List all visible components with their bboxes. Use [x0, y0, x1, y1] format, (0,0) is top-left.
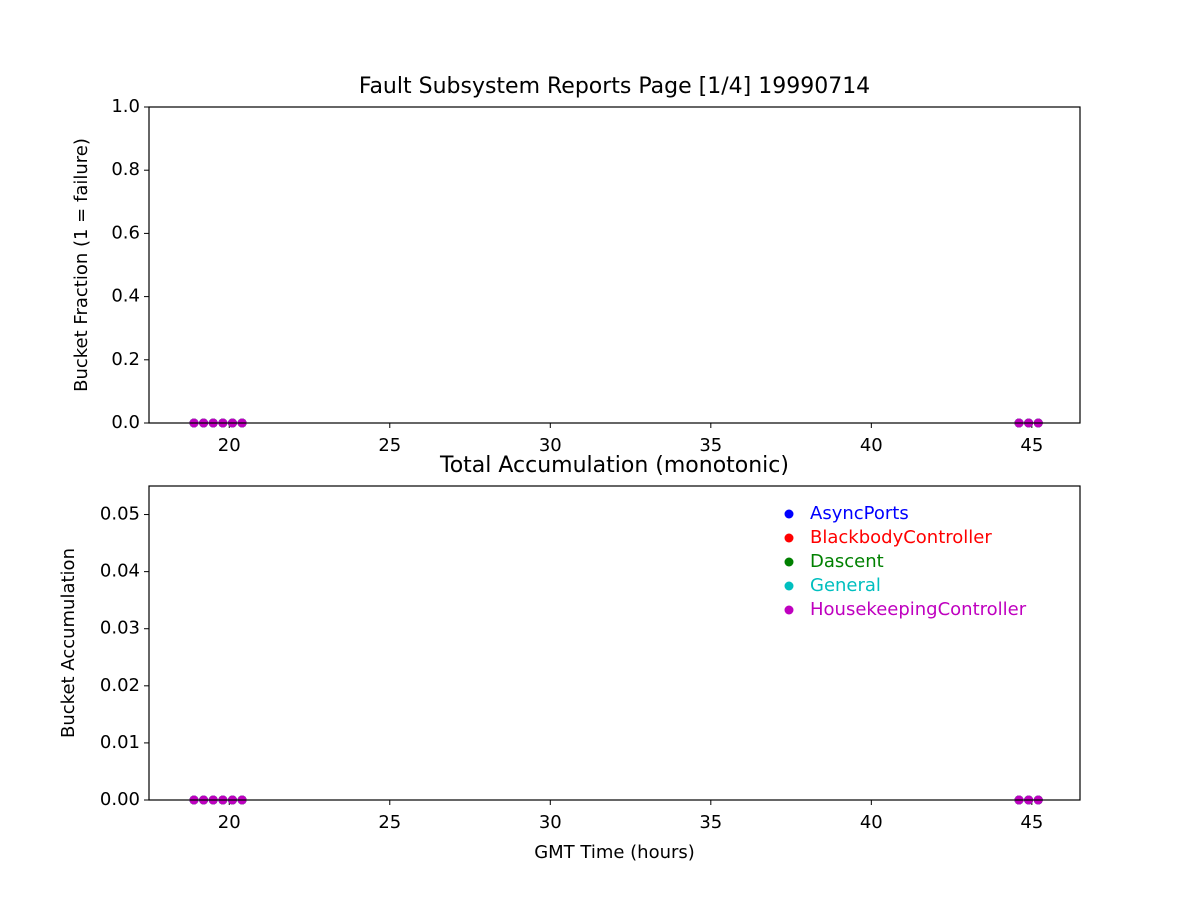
y-axis-label: Bucket Fraction (1 = failure) — [71, 138, 92, 392]
y-tick-label: 0.03 — [100, 618, 140, 639]
y-tick-label: 0.8 — [111, 159, 140, 180]
x-tick-label: 30 — [539, 435, 562, 456]
y-tick-label: 0.01 — [100, 732, 140, 753]
x-tick-label: 40 — [860, 435, 883, 456]
legend-label: General — [810, 575, 881, 596]
legend-marker — [784, 533, 794, 543]
x-tick-label: 20 — [218, 812, 241, 833]
y-tick-label: 0.0 — [111, 412, 140, 433]
legend-marker — [784, 605, 794, 615]
x-tick-label: 30 — [539, 812, 562, 833]
x-axis-label: GMT Time (hours) — [534, 842, 695, 863]
chart-title: Total Accumulation (monotonic) — [439, 453, 789, 478]
x-tick-label: 40 — [860, 812, 883, 833]
legend-label: HousekeepingController — [810, 599, 1027, 620]
chart-title: Fault Subsystem Reports Page [1/4] 19990… — [359, 74, 870, 99]
x-tick-label: 45 — [1020, 812, 1043, 833]
legend-marker — [784, 557, 794, 567]
legend-label: Dascent — [810, 551, 884, 572]
y-tick-label: 0.02 — [100, 675, 140, 696]
x-tick-label: 25 — [378, 812, 401, 833]
x-tick-label: 35 — [699, 812, 722, 833]
y-axis-label: Bucket Accumulation — [58, 548, 79, 738]
y-tick-label: 0.04 — [100, 561, 140, 582]
y-tick-label: 1.0 — [111, 96, 140, 117]
x-tick-label: 35 — [699, 435, 722, 456]
y-tick-label: 0.2 — [111, 349, 140, 370]
x-tick-label: 20 — [218, 435, 241, 456]
y-tick-label: 0.6 — [111, 222, 140, 243]
y-tick-label: 0.4 — [111, 286, 140, 307]
legend-label: BlackbodyController — [810, 527, 992, 548]
legend-marker — [784, 581, 794, 591]
y-tick-label: 0.05 — [100, 504, 140, 525]
x-tick-label: 45 — [1020, 435, 1043, 456]
plot-frame — [148, 106, 1081, 424]
x-tick-label: 25 — [378, 435, 401, 456]
legend-label: AsyncPorts — [810, 503, 909, 524]
legend-marker — [784, 509, 794, 519]
y-tick-label: 0.00 — [100, 789, 140, 810]
plot-frame — [148, 485, 1081, 801]
